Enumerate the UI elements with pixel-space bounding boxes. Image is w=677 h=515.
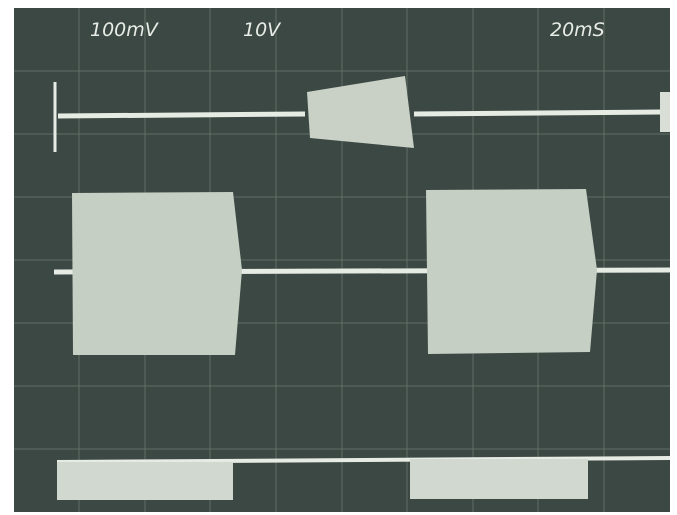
channel-2-scale: 10V bbox=[243, 19, 282, 41]
oscilloscope-screenshot: 100mV 10V 20mS bbox=[0, 0, 677, 515]
timebase: 20mS bbox=[550, 19, 605, 41]
channel-1-scale: 100mV bbox=[90, 19, 160, 41]
